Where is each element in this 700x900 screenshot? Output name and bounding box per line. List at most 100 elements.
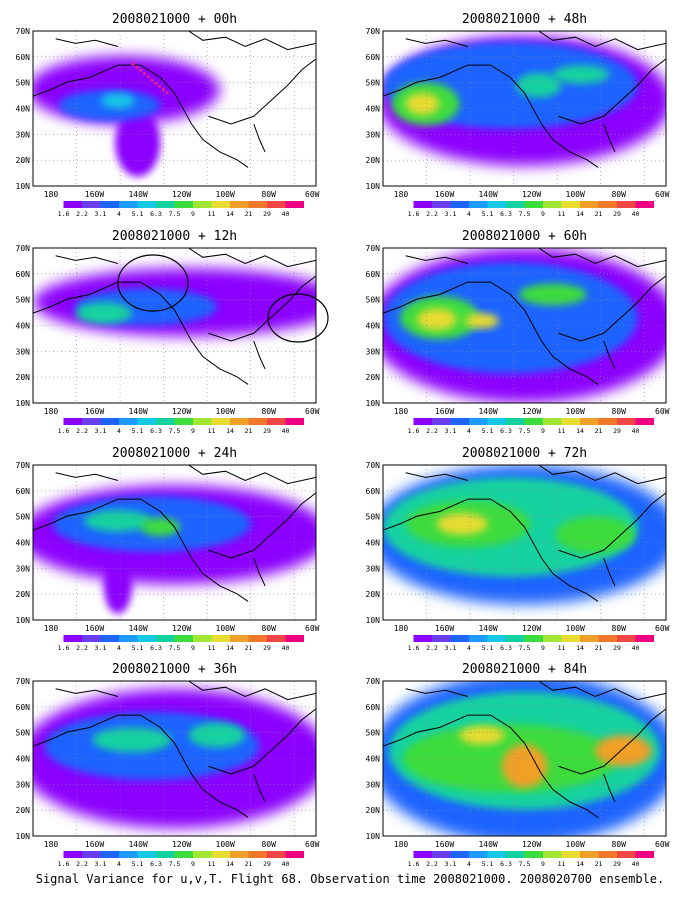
colorbar-label: 2.2 [76, 644, 88, 652]
lat-tick-label: 40N [16, 539, 31, 548]
lon-tick-label: 140W [478, 624, 497, 633]
lat-tick-label: 30N [366, 564, 381, 573]
lat-tick-label: 40N [16, 322, 31, 331]
lon-tick-label: 80W [611, 840, 626, 849]
colorbar-label: 21 [595, 427, 603, 435]
lat-tick-label: 70N [366, 27, 381, 36]
dropsonde-point [161, 88, 165, 92]
colorbar-label: 21 [245, 210, 253, 218]
dropsonde-point [142, 72, 146, 76]
lat-tick-label: 50N [366, 513, 381, 522]
variance-field [33, 55, 220, 177]
lat-tick-label: 40N [366, 755, 381, 764]
lon-tick-label: 140W [128, 624, 147, 633]
lon-tick-label: 180 [44, 840, 59, 849]
lon-tick-label: 60W [305, 190, 320, 199]
lat-tick-label: 60N [366, 270, 381, 279]
colorbar-label: 3.1 [95, 427, 107, 435]
lon-tick-label: 120W [522, 840, 541, 849]
colorbar-swatch [230, 201, 249, 208]
lon-tick-label: 180 [44, 190, 59, 199]
variance-field [33, 268, 316, 337]
colorbar-label: 4 [467, 860, 471, 868]
colorbar-swatch [561, 851, 580, 858]
lon-tick-label: 80W [261, 840, 276, 849]
lon-tick-label: 60W [305, 840, 320, 849]
dropsonde-point [158, 84, 162, 88]
lat-tick-label: 50N [366, 729, 381, 738]
coastlines [383, 681, 666, 818]
colorbar-swatch [248, 635, 267, 642]
lat-tick-label: 60N [366, 487, 381, 496]
colorbar-label: 5.1 [132, 210, 144, 218]
coastlines [383, 248, 666, 385]
map-frame [32, 680, 317, 837]
highlight-circle [117, 254, 189, 312]
coastline [405, 38, 469, 47]
lon-tick-label: 140W [128, 840, 147, 849]
colorbar-label: 11 [208, 427, 216, 435]
colorbar-swatch [395, 635, 414, 642]
map-panel: 2008021000 + 24h 70N 60N 50N 40N 30N 20N 10N 180… [16, 446, 320, 652]
colorbar-swatch [487, 635, 506, 642]
colorbar-label: 7.5 [519, 427, 531, 435]
coastline [208, 275, 316, 342]
colorbar-swatch [450, 418, 469, 425]
colorbar-label: 5.1 [132, 644, 144, 652]
variance-contour [416, 308, 457, 331]
colorbar-swatch [211, 418, 230, 425]
map-frame [382, 247, 667, 404]
coastline [253, 123, 266, 153]
colorbar-swatch [119, 201, 138, 208]
colorbar-swatch [45, 418, 64, 425]
colorbar-label: 40 [282, 427, 290, 435]
colorbar-swatch [285, 418, 304, 425]
colorbar-swatch [487, 201, 506, 208]
lon-tick-label: 80W [261, 407, 276, 416]
lat-tick-label: 40N [366, 105, 381, 114]
colorbar-label: 21 [595, 860, 603, 868]
map-frame [382, 464, 667, 621]
colorbar-label: 7.5 [519, 860, 531, 868]
map-panel: 2008021000 + 00h 70N 60N 50N 40N 30N 20N 10N 180… [16, 12, 320, 218]
lat-tick-label: 40N [16, 755, 31, 764]
colorbar-swatch [543, 418, 562, 425]
colorbar-label: 6.3 [150, 210, 162, 218]
lat-tick-label: 60N [366, 53, 381, 62]
variance-field [383, 35, 666, 166]
colorbar-swatch [469, 201, 488, 208]
colorbar-label: 9 [191, 860, 195, 868]
colorbar-label: 11 [208, 644, 216, 652]
colorbar-swatch [524, 201, 543, 208]
coastline [405, 472, 469, 481]
colorbar-label: 14 [576, 427, 584, 435]
lat-tick-label: 20N [16, 373, 31, 382]
colorbar-label: 3.1 [445, 210, 457, 218]
colorbar-label: 2.2 [426, 427, 438, 435]
variance-field [383, 681, 666, 836]
lon-tick-label: 160W [435, 624, 454, 633]
map-panel: 2008021000 + 48h 70N 60N 50N 40N 30N 20N 10N 180… [366, 12, 670, 218]
colorbar-label: 3.1 [445, 860, 457, 868]
colorbar-swatch [561, 418, 580, 425]
lon-tick-label: 80W [611, 190, 626, 199]
lon-tick-label: 60W [655, 407, 670, 416]
lon-tick-label: 120W [172, 407, 191, 416]
colorbar-label: 29 [263, 210, 271, 218]
lon-tick-label: 160W [435, 840, 454, 849]
colorbar-label: 5.1 [482, 210, 494, 218]
colorbar-swatch [45, 635, 64, 642]
colorbar-swatch [506, 418, 525, 425]
lat-tick-label: 70N [16, 461, 31, 470]
lat-tick-label: 50N [16, 729, 31, 738]
lat-tick-label: 20N [366, 590, 381, 599]
colorbar-label: 40 [632, 210, 640, 218]
colorbar-label: 7.5 [169, 644, 181, 652]
coastlines [33, 465, 316, 602]
lon-tick-label: 100W [566, 190, 585, 199]
colorbar-swatch [156, 851, 175, 858]
colorbar-label: 9 [541, 860, 545, 868]
colorbar-label: 4 [467, 644, 471, 652]
colorbar-swatch [45, 201, 64, 208]
map-panel: 2008021000 + 12h 70N 60N 50N 40N 30N 20N 10N 180… [16, 229, 329, 435]
